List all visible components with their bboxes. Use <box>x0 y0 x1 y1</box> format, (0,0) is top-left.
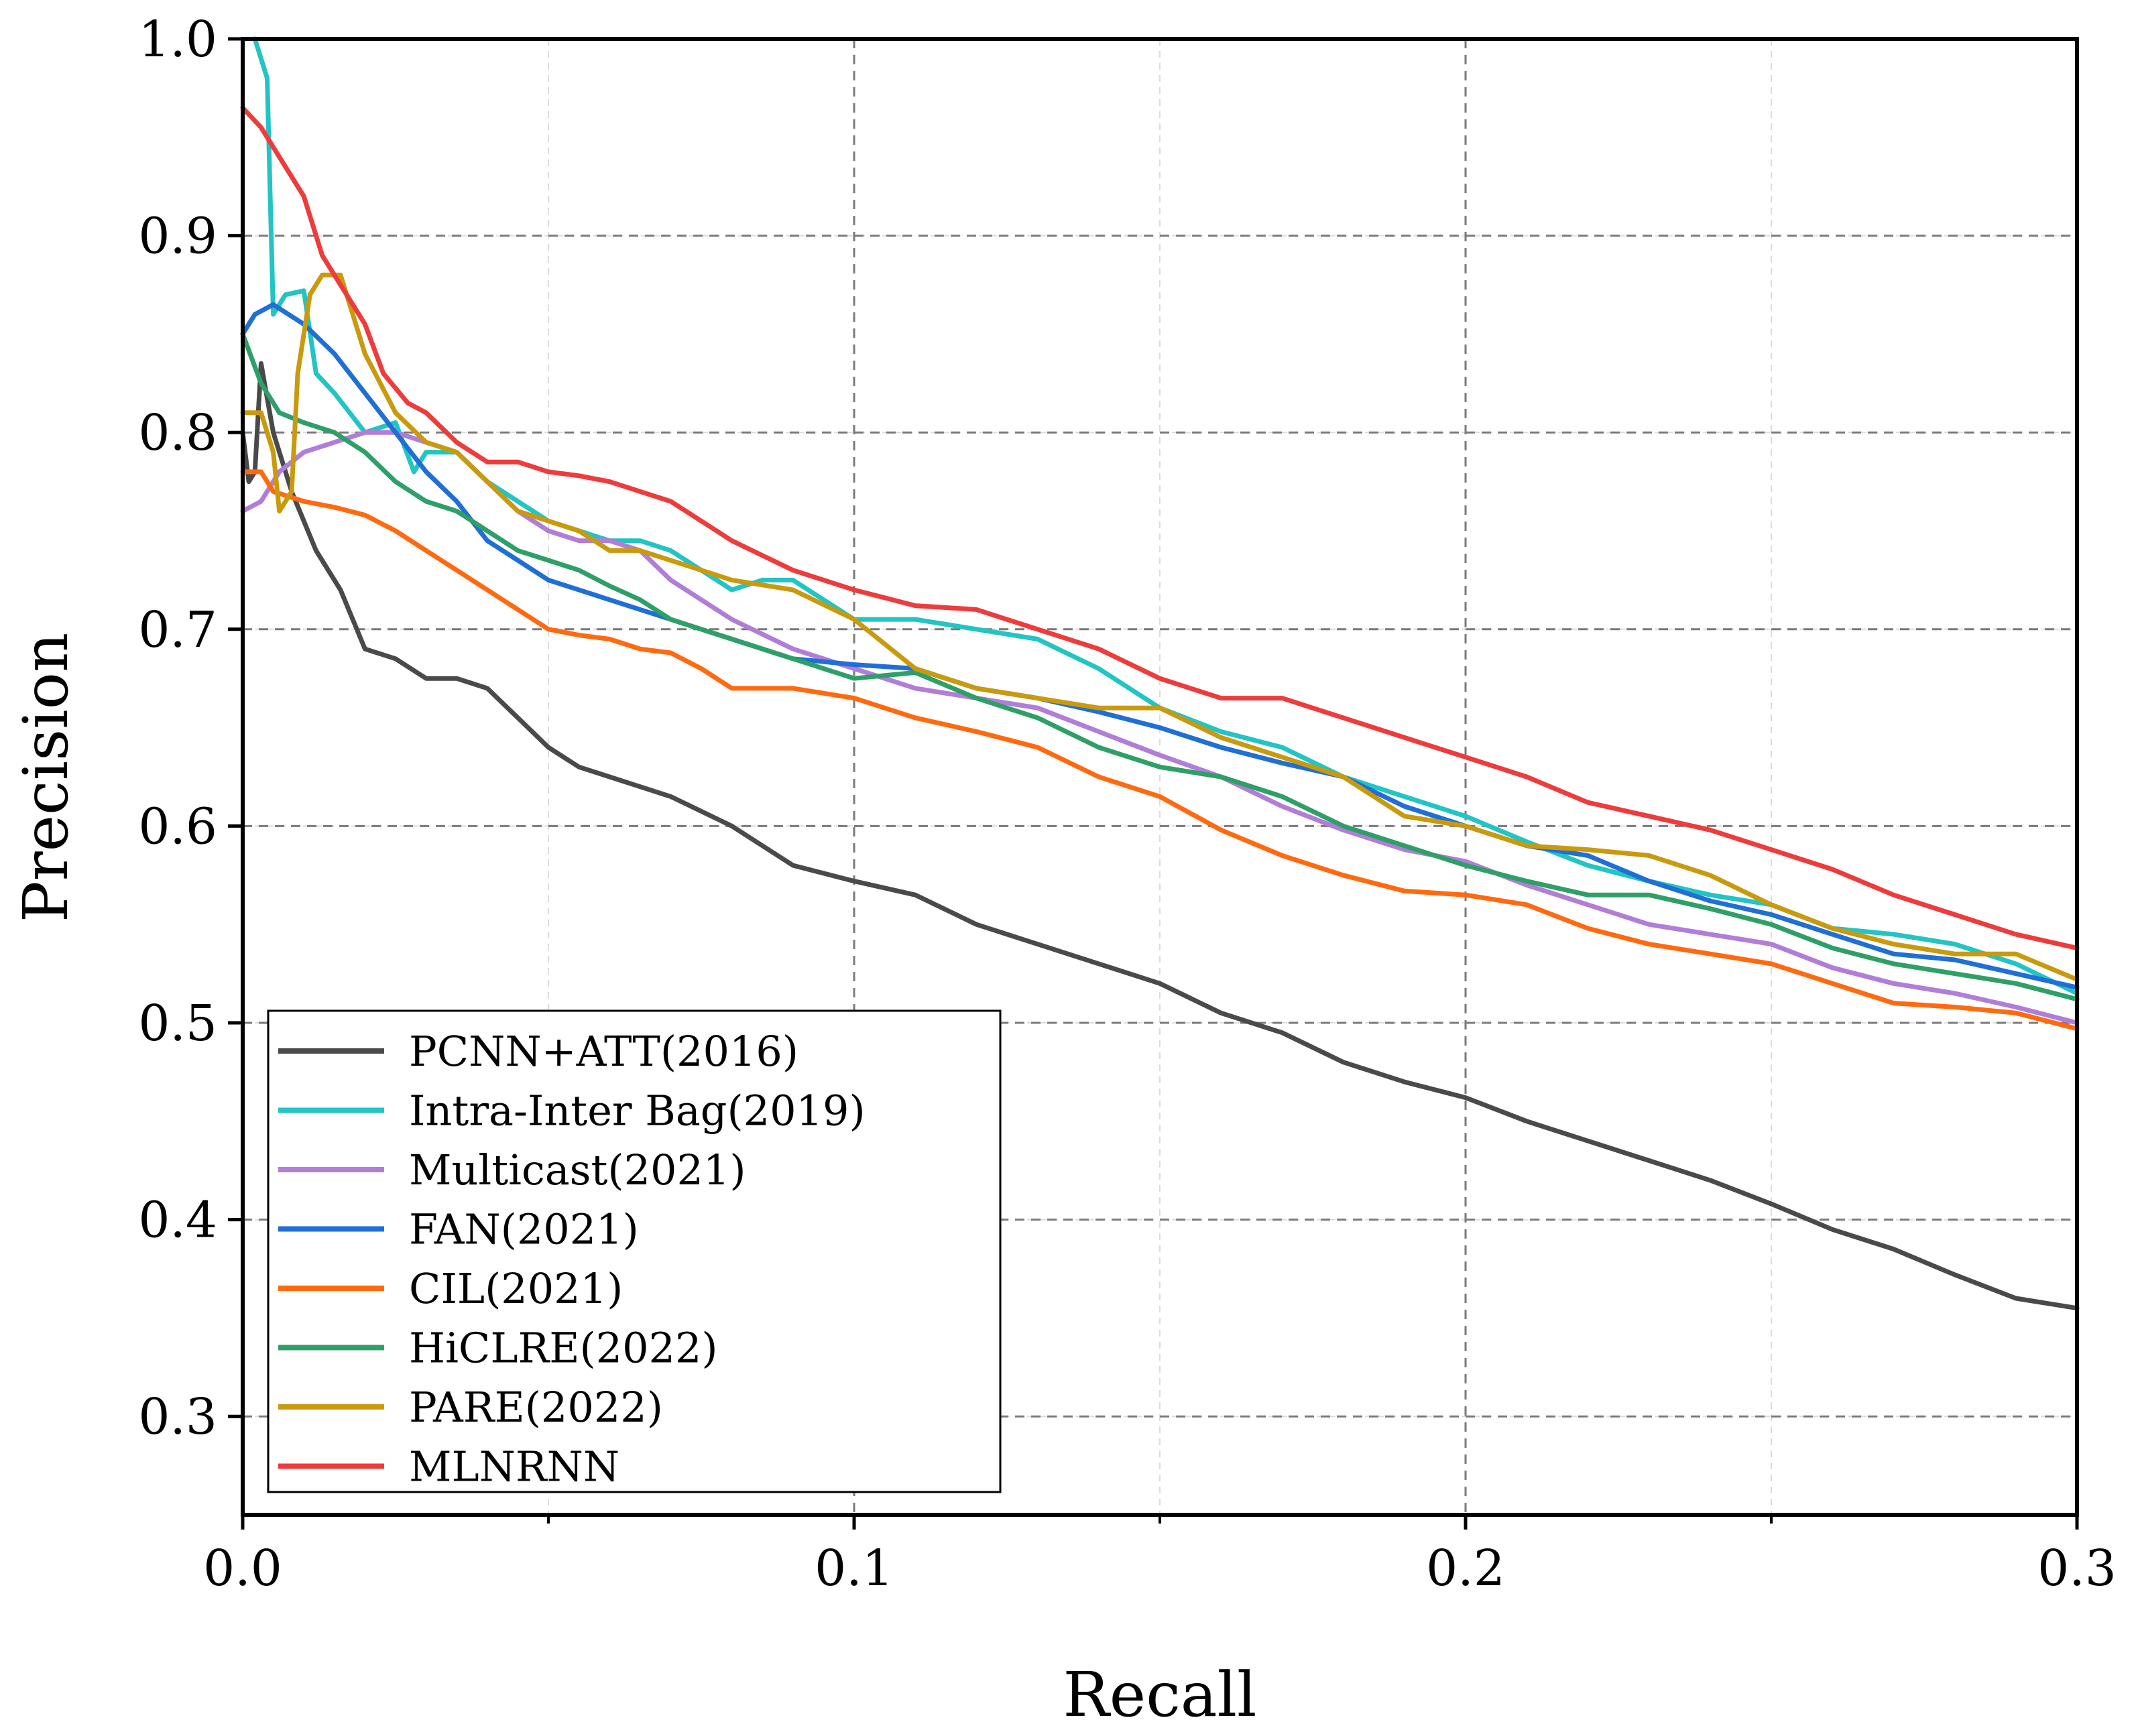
series-line-7 <box>240 105 2080 950</box>
series-line-6 <box>240 272 2080 982</box>
legend: PCNN+ATT(2016) Intra-Inter Bag(2019) Multi… <box>267 1009 1002 1493</box>
series-line-5 <box>240 331 2080 1002</box>
legend-label: MLNRNN <box>409 1442 619 1491</box>
series-line-0 <box>240 361 2080 1311</box>
x-axis-title: Recall <box>1063 1659 1257 1731</box>
axis-ticks <box>228 37 2079 1530</box>
x-tick-label: 0.3 <box>2037 1540 2117 1597</box>
legend-label: HiCLRE(2022) <box>409 1324 718 1373</box>
legend-label: Multicast(2021) <box>409 1145 746 1194</box>
legend-label: Intra-Inter Bag(2019) <box>409 1087 866 1135</box>
y-axis-title: Precision <box>10 633 82 923</box>
legend-box <box>267 1009 1002 1493</box>
legend-item-3: FAN(2021) <box>278 1205 639 1254</box>
legend-item-5: HiCLRE(2022) <box>278 1324 718 1373</box>
legend-label: CIL(2021) <box>409 1264 623 1313</box>
x-tick-label: 0.2 <box>1426 1540 1505 1597</box>
y-tick-label: 0.6 <box>138 798 217 855</box>
series-line-1 <box>252 36 2080 996</box>
legend-label: PARE(2022) <box>409 1383 663 1432</box>
legend-label: PCNN+ATT(2016) <box>409 1027 798 1076</box>
y-tick-label: 0.4 <box>138 1192 217 1249</box>
legend-item-4: CIL(2021) <box>278 1264 623 1313</box>
y-tick-label: 0.5 <box>138 995 217 1052</box>
y-tick-label: 1.0 <box>138 11 217 68</box>
legend-items: PCNN+ATT(2016) Intra-Inter Bag(2019) Multi… <box>278 1027 866 1491</box>
x-tick-label: 0.0 <box>203 1540 282 1597</box>
y-tick-label: 0.3 <box>138 1388 217 1446</box>
y-tick-label: 0.8 <box>138 404 217 462</box>
legend-item-0: PCNN+ATT(2016) <box>278 1027 798 1076</box>
x-tick-label: 0.1 <box>815 1540 894 1597</box>
legend-item-7: MLNRNN <box>278 1442 619 1491</box>
legend-item-1: Intra-Inter Bag(2019) <box>278 1087 866 1135</box>
series-lines <box>240 36 2080 1311</box>
tick-labels: 0.0 0.1 0.2 0.3 0.3 0.4 0.5 0.6 0.7 0.8 0.9 1.0 <box>138 11 2117 1597</box>
series-line-4 <box>240 469 2080 1032</box>
legend-item-2: Multicast(2021) <box>278 1145 746 1194</box>
y-tick-label: 0.9 <box>138 208 217 265</box>
series-line-2 <box>240 430 2080 1026</box>
legend-label: FAN(2021) <box>409 1205 639 1254</box>
legend-item-6: PARE(2022) <box>278 1383 663 1432</box>
y-tick-label: 0.7 <box>138 601 217 659</box>
